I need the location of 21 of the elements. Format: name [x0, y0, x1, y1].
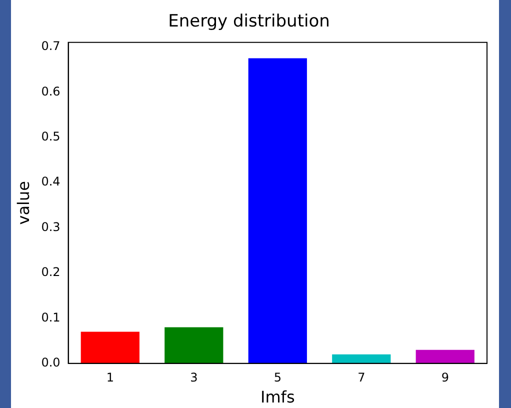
x-tick-label: 5: [274, 370, 282, 385]
bar: [248, 58, 307, 364]
bar: [80, 332, 140, 364]
bar: [416, 350, 474, 364]
bar: [164, 327, 224, 364]
y-tick-label: 0.2: [41, 265, 60, 280]
y-tick-label: 0.5: [41, 129, 60, 144]
chart-title: Energy distribution: [168, 12, 330, 32]
x-tick-label: 9: [441, 370, 449, 385]
y-axis-title: value: [14, 181, 33, 225]
y-tick-label: 0.4: [41, 174, 60, 189]
bar: [332, 354, 391, 364]
y-tick-label: 0.1: [41, 310, 60, 324]
y-tick-label: 0.3: [41, 220, 60, 234]
y-tick-label: 0.7: [41, 39, 60, 54]
y-tick-label: 0.0: [41, 356, 60, 370]
x-tick-label: 1: [106, 370, 114, 385]
y-tick-label: 0.6: [41, 84, 60, 98]
x-tick-label: 7: [358, 370, 366, 385]
x-tick-label: 3: [190, 370, 198, 385]
x-axis-title: Imfs: [260, 388, 295, 407]
